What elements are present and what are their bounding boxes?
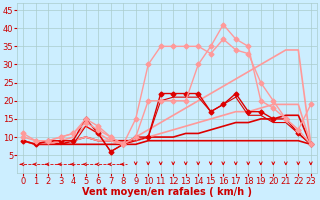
X-axis label: Vent moyen/en rafales ( km/h ): Vent moyen/en rafales ( km/h ) [82, 187, 252, 197]
